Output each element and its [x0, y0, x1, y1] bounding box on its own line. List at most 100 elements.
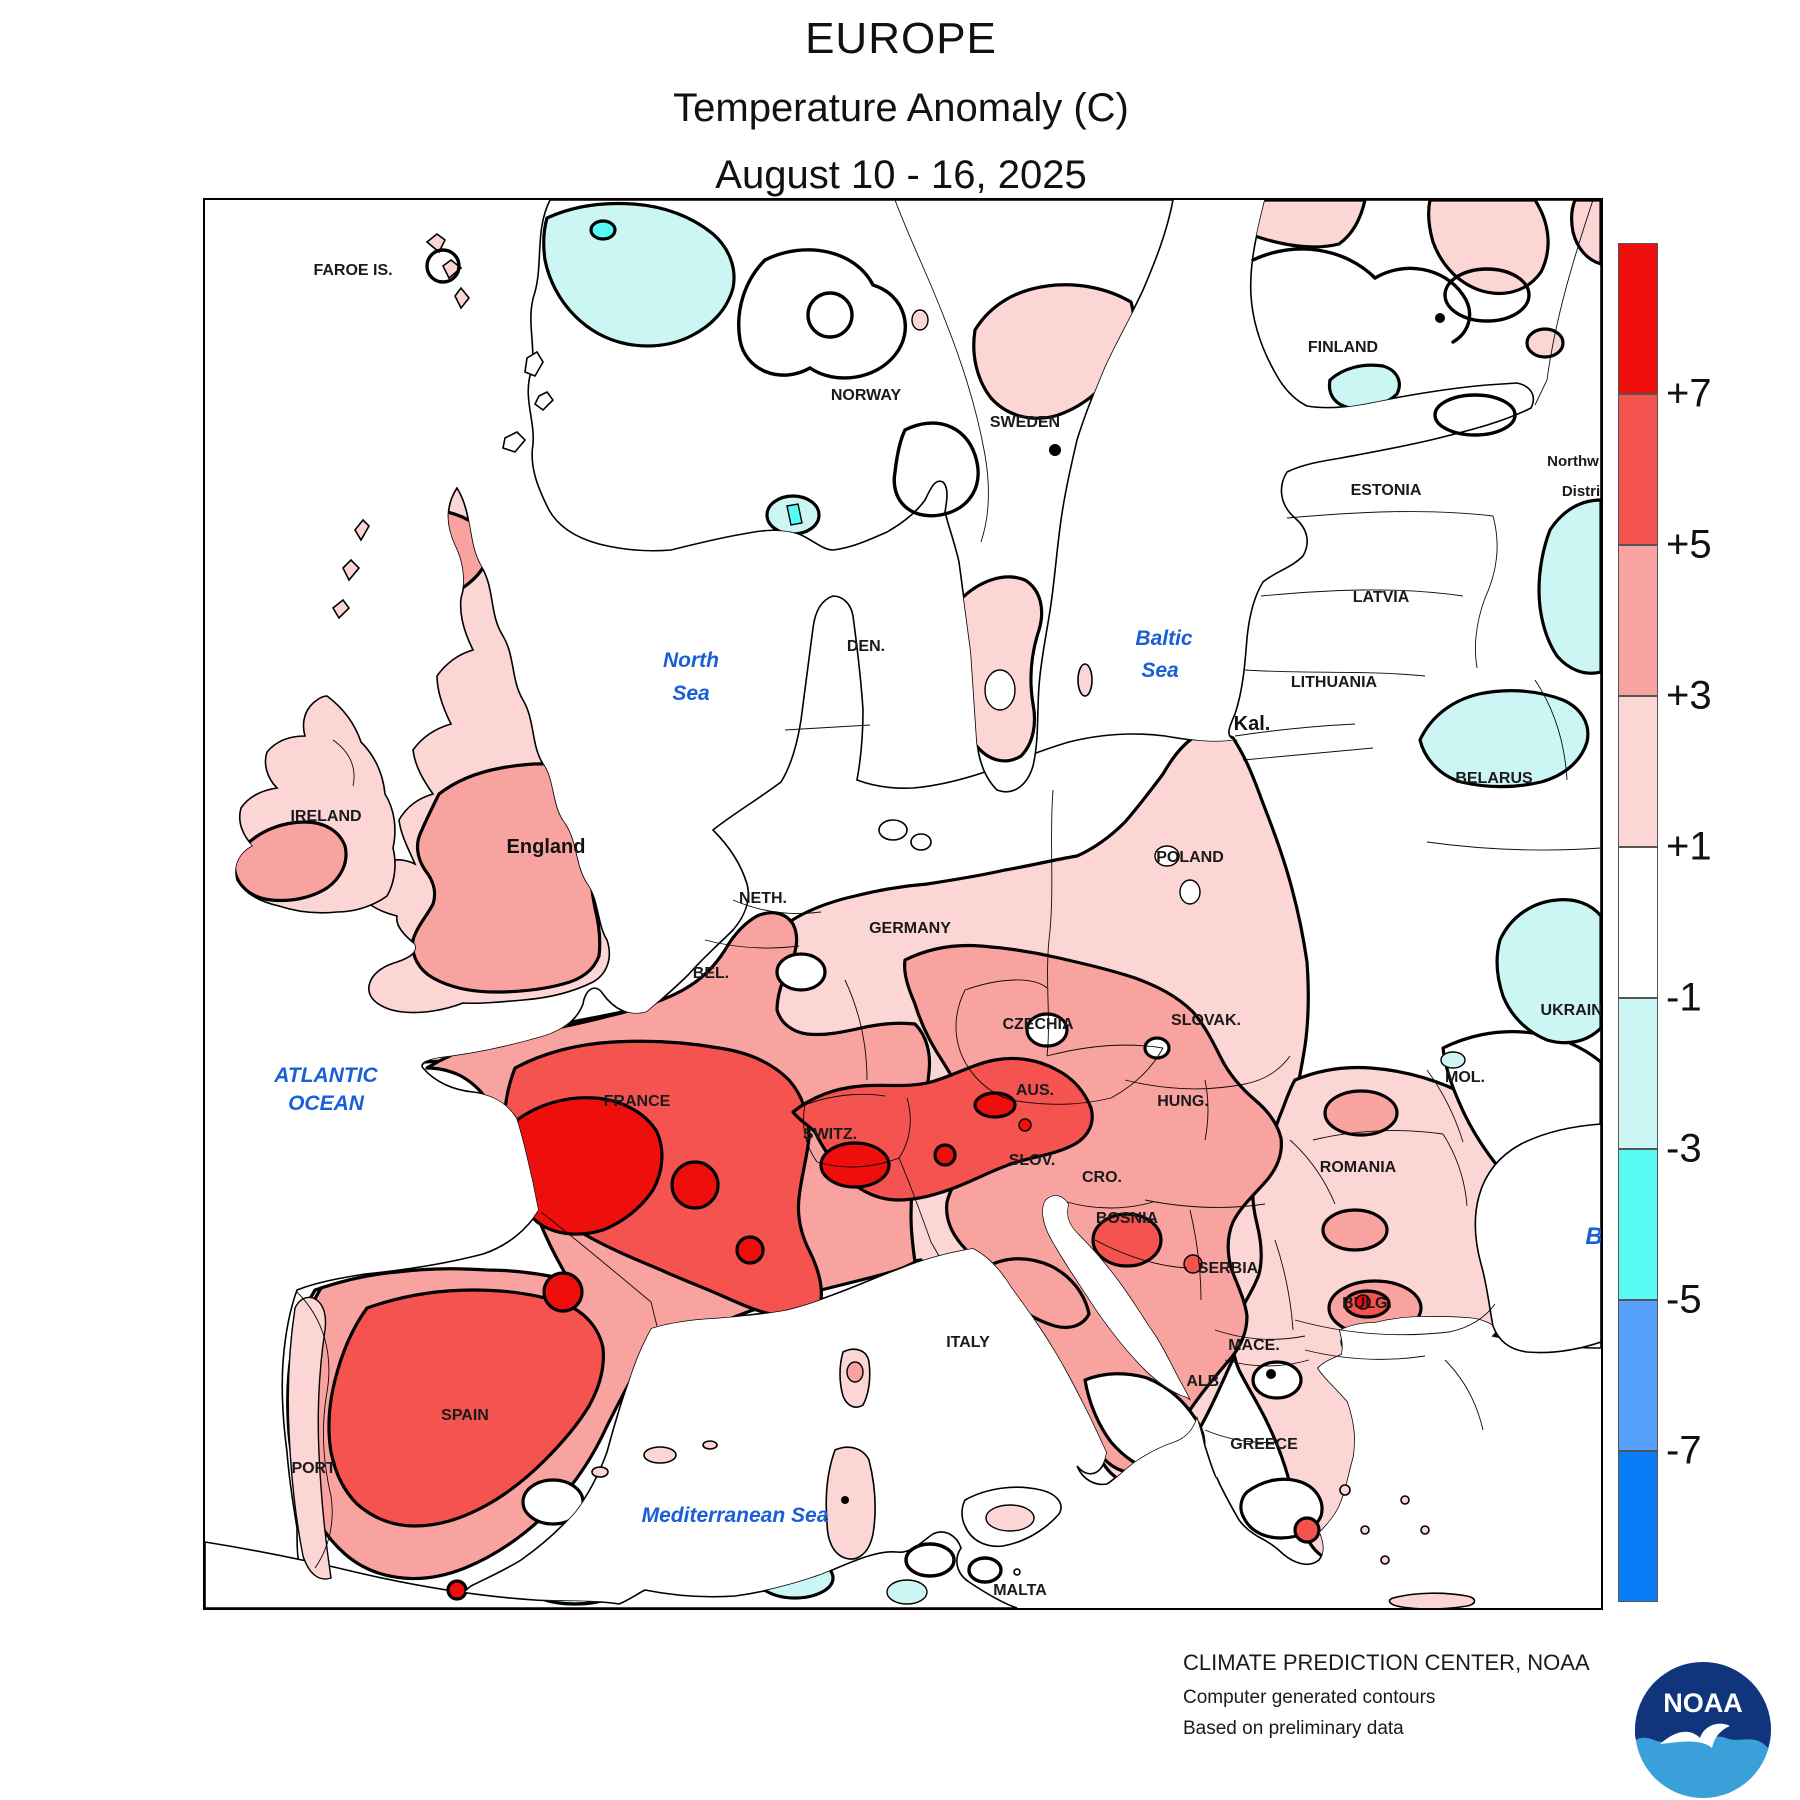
noaa-logo-text: NOAA — [1663, 1688, 1743, 1718]
label-macedonia: MACE. — [1228, 1337, 1280, 1354]
black-sea — [1474, 1123, 1602, 1354]
label-black-sea: B — [1585, 1223, 1601, 1250]
anomaly-salmon-corsica — [846, 1361, 864, 1383]
legend-tick-p1: +1 — [1666, 824, 1712, 869]
label-albania: ALB. — [1186, 1373, 1223, 1390]
label-malta: MALTA — [993, 1582, 1047, 1599]
contour-lines — [737, 247, 1531, 1584]
label-croatia: CRO. — [1082, 1169, 1122, 1186]
noaa-logo-gull — [1660, 1723, 1730, 1748]
anomaly-deepred-alps-1 — [819, 1141, 891, 1189]
anomaly-red-spain — [327, 1288, 605, 1528]
label-ukraine: UKRAINE — [1541, 1002, 1601, 1019]
label-norway: NORWAY — [831, 387, 902, 404]
cyan-moldova-dot — [1440, 1051, 1466, 1069]
cyan-finland-south — [1327, 363, 1401, 410]
legend-tick-m7: -7 — [1666, 1428, 1702, 1473]
label-greece: GREECE — [1230, 1436, 1298, 1453]
legend-box-m5to7 — [1618, 1300, 1658, 1451]
label-england: England — [507, 836, 586, 858]
anomaly-deepred-bulgaria — [1355, 1294, 1371, 1310]
neutral-czech-spot-2 — [1143, 1036, 1171, 1060]
pink-nw-russia-3 — [1525, 327, 1565, 359]
label-bulgaria: BULG. — [1342, 1295, 1392, 1312]
title-block: EUROPE Temperature Anomaly (C) August 10… — [203, 0, 1599, 198]
legend-box-m3to5 — [1618, 1149, 1658, 1300]
neutral-germany-hole — [775, 952, 827, 992]
label-moldova: MOL. — [1445, 1069, 1485, 1086]
anomaly-red-slovenia-dot — [1183, 1254, 1203, 1274]
neutral-macedonia-pocket — [1251, 1360, 1303, 1400]
label-switzerland: SWITZ. — [803, 1126, 857, 1143]
label-portugal: PORT. — [291, 1460, 338, 1477]
label-estonia: ESTONIA — [1351, 482, 1422, 499]
attribution: CLIMATE PREDICTION CENTER, NOAA Computer… — [1183, 1650, 1590, 1749]
attribution-line3: Based on preliminary data — [1183, 1718, 1404, 1739]
neutral-bulgaria-pocket — [1340, 1329, 1370, 1355]
label-france: FRANCE — [604, 1093, 671, 1110]
label-finland: FINLAND — [1308, 339, 1378, 356]
page-subtitle: Temperature Anomaly (C) — [673, 86, 1129, 130]
label-serbia: SERBIA — [1198, 1260, 1259, 1277]
pink-nw-russia-1 — [1426, 200, 1550, 295]
label-atlantic-1: ATLANTIC — [273, 1064, 378, 1087]
noaa-logo-sky — [1635, 1662, 1771, 1748]
anomaly-deepred-france-2 — [670, 1160, 720, 1210]
label-kaliningrad: Kal. — [1234, 713, 1271, 735]
label-north-sea-2: Sea — [672, 682, 710, 705]
anomaly-salmon-england — [411, 762, 602, 994]
anomaly-red-greece — [1293, 1516, 1321, 1544]
label-belgium: BEL. — [693, 965, 729, 982]
legend-tick-m5: -5 — [1666, 1277, 1702, 1322]
legend-tick-m3: -3 — [1666, 1126, 1702, 1171]
cyan-africa-2 — [755, 1556, 835, 1600]
anomaly-red-turkey — [1529, 1466, 1581, 1504]
anomaly-pink-portugal-strip — [287, 1296, 332, 1580]
legend-tick-p5: +5 — [1666, 522, 1712, 567]
label-czechia: CZECHIA — [1002, 1016, 1074, 1033]
anomaly-salmon-po-valley — [983, 1257, 1091, 1330]
label-belarus: BELARUS — [1455, 770, 1533, 787]
pink-finland-top — [1208, 200, 1367, 249]
cyan-africa-1 — [528, 1570, 622, 1606]
legend-box-p5to7 — [1618, 394, 1658, 545]
label-sweden: SWEDEN — [990, 414, 1060, 431]
label-baltic-sea-2: Sea — [1141, 659, 1179, 682]
pink-nw-russia-2 — [1570, 200, 1602, 266]
cyan-ukraine — [1495, 898, 1602, 1045]
cyan-belarus — [1418, 689, 1590, 789]
legend-box-neutral — [1618, 847, 1658, 998]
pink-sicily-center — [985, 1504, 1035, 1532]
pink-sweden-dot — [911, 309, 929, 331]
legend-tick-p7: +7 — [1666, 371, 1712, 416]
noaa-logo: NOAA — [1635, 1662, 1771, 1798]
label-baltic-sea-1: Baltic — [1135, 627, 1193, 650]
cyan-nw-district — [1537, 498, 1602, 675]
sardinia — [825, 1446, 876, 1560]
neutral-se-spain — [521, 1478, 585, 1526]
legend-box-p1to3 — [1618, 696, 1658, 847]
label-bosnia: BOSNIA — [1096, 1210, 1159, 1227]
pink-ne-sweden — [972, 283, 1135, 420]
label-mediterranean: Mediterranean Sea — [642, 1504, 829, 1527]
neutral-sweden-hole — [984, 669, 1016, 711]
legend-box-m1to3 — [1618, 998, 1658, 1149]
cyan-bright-norway-south — [786, 503, 803, 526]
anomaly-salmon-romania-2 — [1321, 1208, 1389, 1252]
islands — [331, 232, 1476, 1610]
label-poland: POLAND — [1156, 849, 1224, 866]
label-district: Distri — [1562, 483, 1600, 500]
label-slovakia: SLOVAK. — [1171, 1012, 1241, 1029]
anomaly-deepred-alps-4 — [1018, 1118, 1032, 1132]
label-north-sea-1: North — [663, 649, 719, 672]
attribution-line2: Computer generated contours — [1183, 1687, 1436, 1708]
label-ireland: IRELAND — [290, 808, 361, 825]
neutral-czech-spot-1 — [1025, 1012, 1069, 1048]
label-italy: ITALY — [946, 1334, 990, 1351]
label-spain: SPAIN — [441, 1407, 489, 1424]
map-labels: FAROE IS. NORWAY SWEDEN FINLAND ESTONIA … — [273, 262, 1613, 1599]
label-atlantic-2: OCEAN — [288, 1092, 365, 1115]
neutral-poland-hole-1 — [1154, 845, 1180, 867]
label-slovenia: SLOV. — [1009, 1152, 1056, 1169]
